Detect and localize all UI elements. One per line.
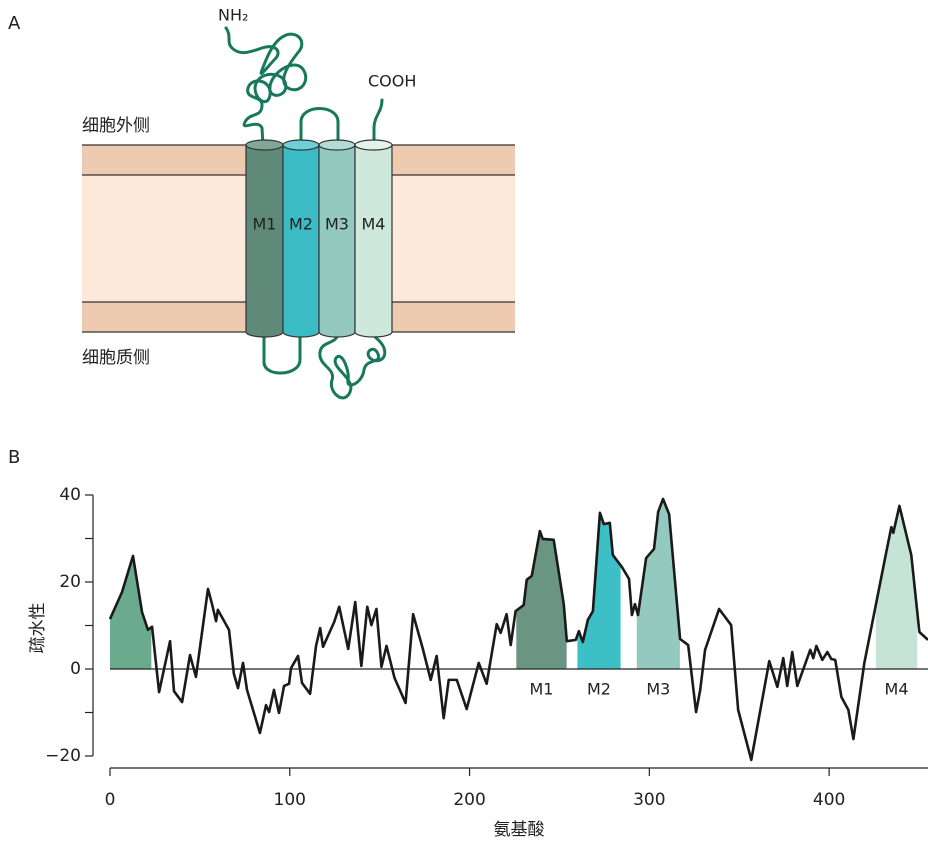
highlight-region xyxy=(516,531,567,669)
x-tick-label: 100 xyxy=(274,790,306,810)
region-label: M2 xyxy=(587,680,611,699)
n-terminal-loop xyxy=(224,26,308,147)
helix-label: M2 xyxy=(289,215,313,234)
helix-m3 xyxy=(318,139,356,338)
helix-label: M3 xyxy=(325,215,349,234)
x-tick-label: 200 xyxy=(453,790,485,810)
y-tick-label: 0 xyxy=(70,659,81,679)
highlight-region xyxy=(636,498,680,669)
extracellular-loop xyxy=(299,107,340,147)
helix-top xyxy=(354,139,393,151)
inside-label: 细胞质侧 xyxy=(82,348,150,368)
highlight-region xyxy=(875,505,918,669)
helix-m1 xyxy=(245,139,284,338)
y-tick-label: 20 xyxy=(59,572,81,592)
highlight-region xyxy=(110,555,152,669)
cytoplasmic-loop xyxy=(262,330,302,375)
helix-body xyxy=(354,144,393,338)
data-line xyxy=(108,497,928,762)
helix-label: M4 xyxy=(362,215,386,234)
helix-top xyxy=(245,139,284,151)
panel-label: B xyxy=(8,447,20,468)
outside-label: 细胞外侧 xyxy=(82,116,150,136)
y-tick-label: 40 xyxy=(59,485,81,505)
x-tick-label: 300 xyxy=(633,790,665,810)
n-terminus-label: NH₂ xyxy=(218,6,248,25)
helix-top xyxy=(282,139,320,151)
helix-m2 xyxy=(282,139,320,338)
c-terminal-tail xyxy=(372,98,384,147)
c-terminus-label: COOH xyxy=(368,72,416,91)
region-label: M3 xyxy=(646,680,670,699)
y-axis-title: 疏水性 xyxy=(28,603,48,654)
helix-body xyxy=(245,144,284,338)
helix-top xyxy=(318,139,356,151)
helix-m4 xyxy=(354,139,393,338)
x-tick-label: 0 xyxy=(105,790,116,810)
helix-label: M1 xyxy=(253,215,277,234)
x-axis-title: 氨基酸 xyxy=(494,820,545,840)
region-label: M4 xyxy=(885,680,909,699)
y-tick-label: −20 xyxy=(45,746,81,766)
helix-body xyxy=(282,144,320,338)
highlight-region xyxy=(577,512,621,669)
cytoplasmic-loop xyxy=(318,330,387,400)
x-tick-label: 400 xyxy=(813,790,845,810)
panel-label: A xyxy=(8,13,21,34)
helix-body xyxy=(318,144,356,338)
region-label: M1 xyxy=(529,680,553,699)
